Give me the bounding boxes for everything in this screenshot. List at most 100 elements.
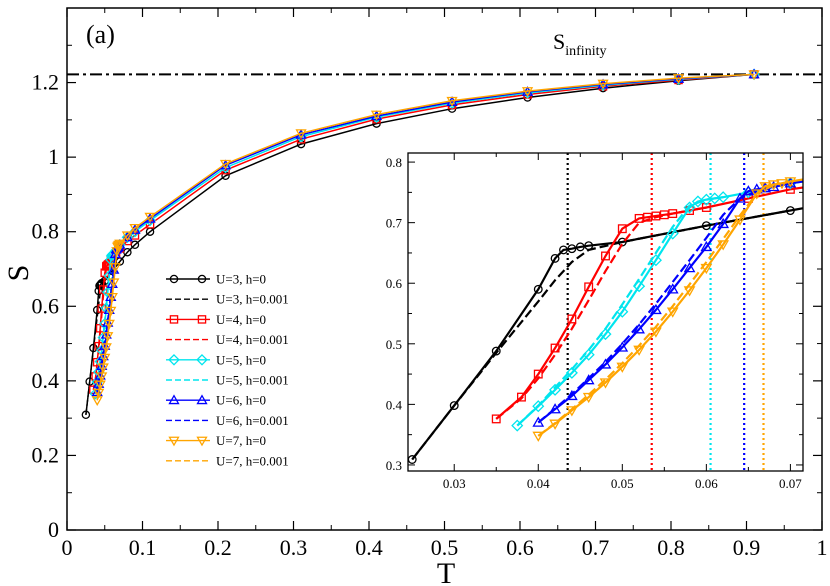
legend-marker [196,354,208,366]
inset-data-point [683,262,696,273]
legend-entry-u-5-h-0: U=5, h=0 [166,352,266,367]
inset-data-point [567,244,577,254]
inset-data-point [584,282,594,292]
series-line [96,247,119,393]
legend-entry-u-6-h-0-001: U=6, h=0.001 [166,413,289,428]
legend-marker [168,354,180,366]
inset-y-tick-label: 0.5 [386,337,402,352]
y-tick-label: 0.2 [32,442,60,467]
data-point [295,129,307,140]
reference-label: Sinfinity [553,29,606,59]
legend-marker [197,315,207,324]
y-tick-label: 0.8 [32,219,60,244]
inset-data-point [549,383,562,396]
legend-entry-u-4-h-0-001: U=4, h=0.001 [166,332,289,347]
inset-series-line [537,178,803,437]
legend-entry-u-7-h-0: U=7, h=0 [166,433,266,448]
series-u-6-h-0-001 [96,247,119,393]
inset-data-point [717,240,730,251]
data-point [296,134,306,144]
inset-data-point [449,401,459,411]
legend-label: U=4, h=0.001 [216,332,289,347]
series-line [96,243,121,401]
inset-y-tick-label: 0.8 [386,155,402,170]
inset-series-u-3-h-0-001 [411,209,791,461]
inset-data-point [666,307,679,318]
data-point [114,239,126,250]
y-tick-label: 1.2 [32,70,60,95]
inset-y-tick-label: 0.3 [386,458,402,473]
legend-entry-u-3-h-0: U=3, h=0 [166,272,266,287]
x-tick-label: 0.3 [280,535,308,560]
legend: U=3, h=0 U=3, h=0.001 U=4, h=0 U=4, h=0.001… [166,272,289,468]
legend-label: U=3, h=0 [216,272,266,287]
x-tick-label: 0.8 [657,535,685,560]
inset-data-point [491,346,501,356]
x-tick-label: 1 [817,535,828,560]
inset-data-point [742,185,755,196]
data-point [597,79,609,90]
series-u-5-h-0-001 [94,252,115,395]
inset-y-tick-label: 0.4 [386,397,403,412]
inset-data-point [683,286,696,297]
series-line [94,252,115,395]
inset-data-point [565,366,578,379]
legend-label: U=5, h=0.001 [216,373,289,388]
inset-y-tick-label: 0.6 [386,276,403,291]
inset-data-point [717,191,730,204]
data-point [370,110,383,121]
inset-series-u-3-h-0 [408,206,803,464]
inset-x-tick-label: 0.07 [779,476,802,491]
inset-data-point [599,328,612,341]
inset-x-tick-label: 0.04 [527,476,550,491]
inset-data-point [550,253,560,263]
inset-data-point [517,392,526,402]
inset-data-point [683,201,696,214]
panel-label: (a) [86,20,115,49]
inset-data-point [559,245,568,255]
series-u-3-h-0-001 [85,261,121,415]
x-tick-label: 0.4 [355,535,383,560]
inset-series-line [537,187,774,424]
inset-data-point [700,240,713,252]
inset-data-point [750,189,763,200]
series-line [85,261,121,415]
data-point [521,87,534,97]
legend-marker [169,315,179,324]
main-plot: 0 0.1 0.2 0.3 0.4 0.5 0.6 0.7 0.8 0.9 100.20.40.60… [32,7,828,560]
data-point [672,74,685,84]
inset-data [408,153,803,471]
data-point [748,70,760,81]
legend-label: U=6, h=0.001 [216,413,289,428]
inset-series-line [411,209,791,461]
inset-series-u-7-h-0-001 [537,180,791,437]
inset-series-u-5-h-0 [511,177,803,432]
x-tick-label: 0.5 [431,535,459,560]
inset-data-point [617,224,627,234]
data-point [121,231,134,242]
legend-label: U=7, h=0 [216,433,266,448]
series-u-7-h-0-001 [96,243,121,401]
inset-data-point [533,284,543,294]
legend-entry-u-6-h-0: U=6, h=0 [166,393,266,408]
inset-data-point [650,303,662,315]
series-line [85,73,755,415]
y-tick-label: 0.6 [32,293,60,318]
inset-data-point [717,217,730,229]
legend-entry-u-3-h-0-001: U=3, h=0.001 [166,292,289,307]
inset-data-point [599,378,612,389]
inset-series-line [537,180,791,437]
legend-label: U=6, h=0 [216,393,266,408]
inset-series-line [516,196,724,427]
inset-data-point [634,213,644,223]
inset-x-tick-label: 0.06 [695,476,718,491]
legend-label: U=7, h=0.001 [216,453,289,468]
legend-entry-u-7-h-0-001: U=7, h=0.001 [166,453,289,468]
inset-data-point [666,283,679,294]
inset-data-point [759,182,772,193]
data-point [446,96,458,107]
inset-series-u-5-h-0-001 [516,196,724,427]
x-tick-label: 0.9 [733,535,761,560]
legend-marker [197,274,207,284]
